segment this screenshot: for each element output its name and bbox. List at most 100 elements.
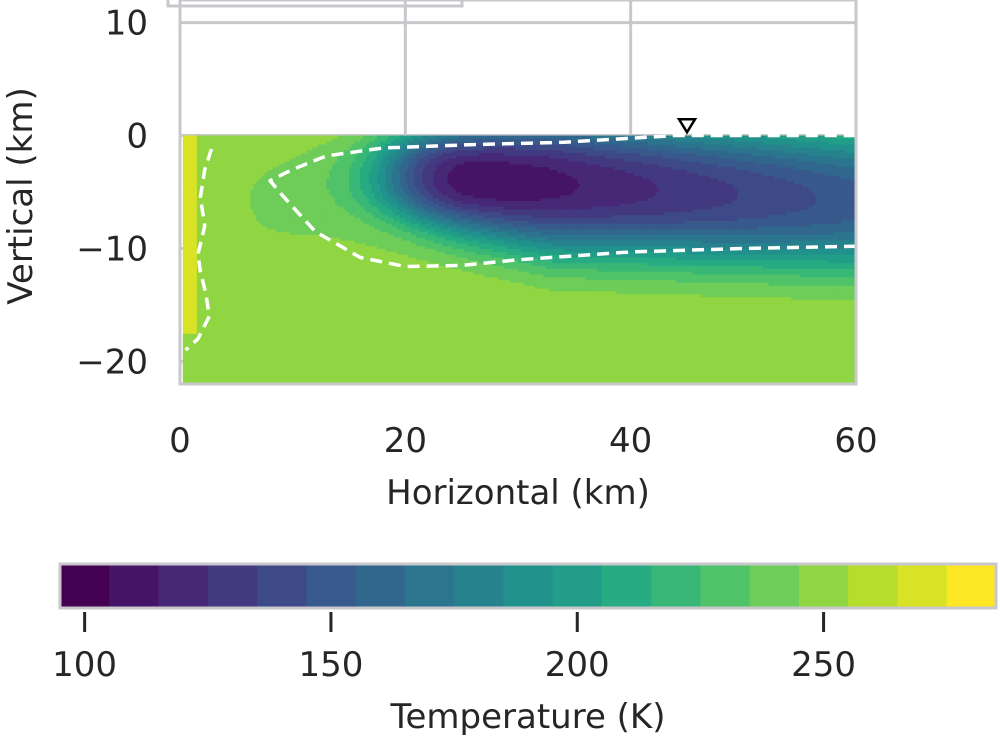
field-cell	[194, 214, 198, 219]
field-cell	[194, 208, 198, 213]
field-cell	[196, 313, 201, 317]
field-cell	[191, 175, 195, 179]
field-cell	[194, 163, 198, 168]
field-cell	[191, 296, 195, 300]
field-cell	[191, 155, 195, 159]
field-cell	[188, 338, 192, 343]
field-cell	[185, 211, 190, 216]
field-cell	[188, 240, 192, 244]
field-cell	[182, 372, 187, 377]
field-cell	[182, 324, 187, 329]
field-cell	[199, 364, 204, 368]
field-cell	[196, 276, 201, 281]
field-cell	[182, 271, 187, 275]
field-cell	[196, 271, 201, 275]
field-cell	[185, 290, 190, 295]
field-cell	[191, 166, 195, 171]
field-cell	[182, 240, 187, 244]
field-cell	[194, 144, 198, 148]
field-cell	[188, 234, 192, 238]
field-cell	[182, 367, 187, 371]
field-cell	[188, 177, 192, 182]
field-cell	[191, 361, 195, 365]
field-cell	[194, 378, 198, 382]
field-cell	[196, 211, 201, 216]
field-cell	[188, 276, 192, 281]
field-cell	[185, 214, 190, 219]
field-cell	[185, 160, 190, 165]
field-cell	[199, 321, 204, 326]
field-cell	[194, 155, 198, 159]
field-cell	[194, 141, 198, 145]
field-cell	[188, 138, 192, 142]
field-cell	[196, 324, 201, 329]
field-cell	[196, 254, 201, 258]
field-cell	[185, 369, 190, 374]
field-cell	[182, 228, 187, 233]
field-cell	[196, 375, 201, 379]
field-cell	[194, 288, 198, 292]
field-cell	[182, 338, 187, 343]
field-cell	[185, 313, 190, 317]
field-cell	[191, 358, 195, 363]
field-cell	[199, 285, 204, 289]
field-cell	[191, 276, 195, 281]
field-cell	[191, 324, 195, 329]
field-cell	[188, 180, 192, 185]
field-cell	[196, 186, 201, 190]
field-cell	[196, 355, 201, 360]
field-cell	[196, 220, 201, 224]
field-cell	[182, 336, 187, 340]
field-cell	[194, 189, 198, 193]
field-cell	[185, 372, 190, 377]
field-cell	[196, 372, 201, 377]
field-cell	[199, 319, 204, 323]
field-cell	[199, 296, 204, 300]
field-cell	[185, 338, 190, 343]
field-cell	[188, 256, 192, 261]
field-cell	[182, 279, 187, 283]
field-cell	[185, 307, 190, 312]
field-cell	[188, 214, 192, 219]
field-cell	[191, 355, 195, 360]
field-cell	[191, 372, 195, 377]
field-cell	[188, 228, 192, 233]
field-cell	[182, 146, 187, 151]
field-cell	[185, 336, 190, 340]
field-cell	[185, 194, 190, 199]
field-cell	[185, 169, 190, 173]
field-cell	[185, 367, 190, 371]
field-cell	[182, 341, 187, 346]
field-cell	[185, 265, 190, 269]
field-cell	[191, 341, 195, 346]
field-cell	[199, 372, 204, 377]
field-cell	[196, 208, 201, 213]
field-cell	[182, 234, 187, 238]
field-cell	[196, 358, 201, 363]
field-cell	[188, 355, 192, 360]
field-cell	[185, 299, 190, 303]
field-cell	[196, 169, 201, 173]
field-cell	[185, 200, 190, 204]
field-cell	[188, 302, 192, 306]
field-cell	[182, 347, 187, 351]
field-cell	[191, 203, 195, 207]
field-cell	[188, 313, 192, 317]
field-cell	[196, 240, 201, 244]
field-cell	[194, 262, 198, 267]
field-cell	[188, 268, 192, 272]
field-cell	[182, 189, 187, 193]
field-cell	[188, 316, 192, 320]
field-cell	[185, 144, 190, 148]
field-cell	[196, 307, 201, 312]
field-cell	[196, 296, 201, 300]
field-cell	[196, 138, 201, 142]
field-cell	[182, 296, 187, 300]
field-cell	[182, 350, 187, 354]
field-cell	[182, 319, 187, 323]
field-cell	[196, 319, 201, 323]
field-cell	[191, 208, 195, 213]
field-cell	[185, 172, 190, 176]
field-cell	[191, 338, 195, 343]
field-cell	[194, 186, 198, 190]
